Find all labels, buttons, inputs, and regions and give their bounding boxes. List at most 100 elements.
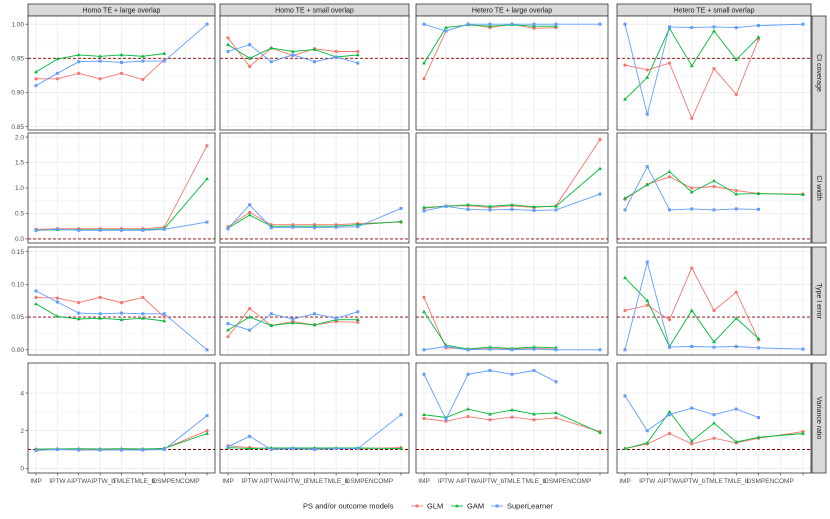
facet-panel [616,15,812,131]
data-point [667,61,672,65]
data-point [141,295,145,299]
x-tick-label: IMP [30,478,42,485]
data-point [141,77,145,82]
data-point [667,409,672,414]
data-point [77,448,81,452]
data-point [554,410,558,415]
data-point [334,316,338,320]
data-point [119,317,124,321]
data-point [645,75,650,79]
data-point [645,260,649,264]
data-point [205,22,209,26]
data-point [356,225,360,229]
facet-strip-row [811,246,827,356]
data-point [510,408,514,412]
facet-strip-column-label: Hetero TE + small overlap [674,8,755,15]
data-point [734,290,738,294]
data-point [712,178,716,183]
data-point [98,295,102,299]
facet-strip-row-label: Variance ratio [815,397,822,440]
data-point [712,29,716,33]
data-point [734,407,738,411]
y-tick-label: 0.90 [11,90,24,97]
series-line-glm [423,416,601,433]
data-point [645,68,649,72]
data-point [334,49,338,54]
data-point [291,317,295,321]
x-tick-label: IMP [222,478,234,485]
y-tick-label: 1.00 [11,21,24,28]
data-point [510,348,514,352]
data-point [757,24,760,28]
data-point [76,52,81,57]
data-point [205,431,209,435]
data-point [734,207,738,211]
data-point [34,228,38,232]
series-line-superlearner [35,415,208,451]
data-point [98,448,102,452]
data-point [247,315,252,319]
series-line-superlearner [624,23,804,115]
series-line-gam [624,411,804,450]
series-line-gam [35,433,208,450]
y-tick-label: 0 [20,465,24,472]
data-point [226,445,230,449]
x-tick-label: IMP [619,478,631,485]
data-point [554,416,558,420]
data-point [712,421,716,425]
data-point [532,412,536,416]
data-point [623,196,627,200]
data-point [645,182,650,187]
y-tick-label: 1.0 [15,185,24,192]
data-point [598,166,602,170]
data-point [488,412,492,416]
data-point [510,372,514,376]
data-point [162,227,166,231]
data-point [422,22,426,26]
x-tick-label: AIPTWAIPTW_b [259,478,308,485]
data-point [668,413,671,417]
y-tick-label: 0.00 [11,347,24,354]
data-point [34,77,38,81]
data-point [205,220,209,224]
y-tick-label: 0.85 [11,124,24,131]
data-point [668,208,671,212]
data-point [689,190,694,194]
data-point [205,176,209,181]
data-point [356,310,360,314]
data-point [247,56,252,60]
facet-panel [27,15,216,131]
data-point [356,61,360,65]
panel-border [219,15,410,131]
data-point [55,300,59,304]
data-point [356,49,360,54]
data-point [488,208,492,212]
data-point [119,71,124,75]
data-point [510,207,514,211]
data-point [226,36,230,40]
data-point [623,394,627,398]
facet-strip-column-label: Homo TE + large overlap [83,8,161,15]
data-point [466,348,470,352]
data-point [269,323,274,327]
data-point [248,203,252,207]
y-tick-label: 0.0 [15,236,24,243]
data-point [399,413,403,417]
data-point [444,344,448,348]
y-tick-label: 0.95 [11,56,24,63]
data-point [756,35,761,39]
facet-panel [27,132,216,244]
data-point [34,84,38,88]
data-point [399,206,403,210]
legend-title: PS and/or outcome models [303,502,394,511]
x-tick-label: TMLE [503,478,521,485]
data-point [399,219,403,223]
data-point [55,77,59,81]
data-point [645,165,649,169]
data-point [248,306,252,311]
data-point [734,26,738,30]
data-point [466,407,470,411]
data-point [668,25,671,29]
facet-panel [616,246,812,356]
